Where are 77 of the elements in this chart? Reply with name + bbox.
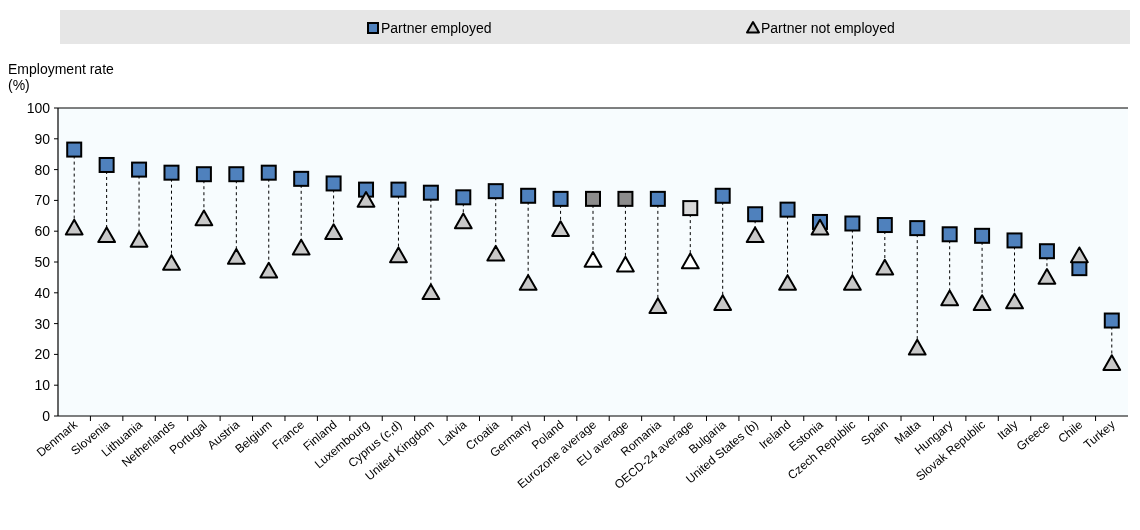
point: [421, 283, 441, 301]
point: [162, 254, 181, 271]
y-tick-label: 40: [34, 284, 51, 301]
point: [390, 181, 407, 198]
y-tick-label: 70: [34, 192, 51, 209]
y-tick-label: 30: [34, 315, 51, 332]
point: [1038, 243, 1055, 260]
point: [1069, 246, 1089, 264]
point: [518, 274, 538, 291]
point: [779, 201, 796, 218]
y-tick-label: 80: [34, 161, 51, 178]
point: [1102, 354, 1122, 371]
y-tick-label: 90: [34, 130, 51, 147]
point: [1005, 292, 1024, 310]
y-tick-label: 20: [34, 346, 51, 363]
point: [907, 338, 927, 356]
point: [259, 261, 279, 279]
point: [844, 215, 861, 232]
point: [552, 190, 569, 207]
point: [713, 294, 733, 311]
point: [583, 251, 603, 268]
point: [486, 244, 506, 262]
point: [129, 231, 149, 248]
point: [98, 156, 115, 173]
y-axis-title: Employment rate (%): [8, 61, 115, 93]
point: [325, 175, 342, 192]
point: [972, 294, 992, 311]
point: [909, 220, 926, 237]
point: [617, 190, 634, 207]
point: [453, 212, 473, 230]
point: [1006, 232, 1023, 249]
point: [974, 227, 991, 244]
point: [714, 187, 731, 204]
point: [194, 209, 214, 227]
point: [842, 274, 862, 291]
point: [745, 226, 765, 244]
point: [682, 200, 699, 217]
point: [680, 252, 700, 270]
legend-label: Partner not employed: [761, 20, 895, 36]
point: [778, 274, 797, 291]
point: [940, 289, 960, 307]
point: [64, 218, 84, 236]
point: [551, 220, 570, 237]
point: [520, 187, 537, 204]
point: [260, 164, 277, 181]
point: [1037, 268, 1057, 285]
point: [941, 226, 958, 243]
point: [649, 190, 666, 207]
y-tick-label: 50: [34, 254, 51, 270]
point: [875, 258, 895, 276]
point: [356, 191, 376, 208]
point: [487, 183, 504, 200]
point: [585, 190, 601, 207]
point: [163, 164, 180, 181]
point: [195, 166, 212, 183]
point: [131, 161, 148, 178]
y-tick-label: 10: [34, 377, 51, 394]
y-tick-label: 60: [34, 223, 51, 240]
legend-label: Partner employed: [381, 20, 492, 36]
point: [293, 170, 310, 187]
point: [648, 297, 668, 314]
y-tick-label: 100: [26, 100, 51, 116]
point: [422, 184, 439, 201]
y-tick-label: 0: [42, 408, 51, 424]
point: [747, 206, 764, 223]
point: [455, 189, 472, 206]
point: [97, 226, 117, 244]
point: [1103, 312, 1120, 329]
point: [291, 238, 311, 256]
point: [324, 223, 344, 241]
point: [810, 218, 830, 236]
point: [66, 141, 83, 158]
point: [228, 166, 245, 183]
point: [616, 255, 635, 273]
point: [876, 217, 893, 234]
point: [226, 247, 246, 265]
point: [389, 246, 408, 264]
